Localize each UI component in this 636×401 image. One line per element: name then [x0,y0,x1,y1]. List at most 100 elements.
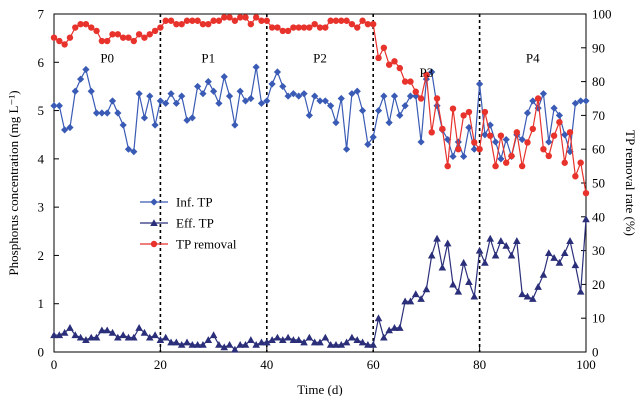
data-point [56,37,63,45]
data-point [215,17,223,24]
data-point [577,159,584,166]
data-point [225,340,234,348]
y-left-tick-label: 2 [38,248,45,263]
data-point [268,24,276,31]
data-point [130,148,138,156]
data-point [108,97,117,105]
data-point [204,78,212,86]
data-point [503,159,510,166]
data-point [55,331,64,339]
data-point [278,336,287,343]
data-point [93,27,100,35]
data-point [114,333,122,341]
series-inf-tp [50,63,590,163]
data-point [322,24,329,31]
data-point [476,80,484,88]
data-point [231,345,239,353]
data-point [486,234,495,242]
data-point [183,17,191,24]
data-point [540,146,547,153]
data-point [385,119,393,127]
data-point [50,331,58,339]
data-point [300,338,308,346]
data-point [465,278,473,286]
data-point [295,24,302,31]
data-point [124,333,133,341]
y-right-tick-label: 50 [592,176,605,191]
y-right-tick-label: 60 [592,142,605,157]
data-point [220,343,229,351]
data-point [337,94,345,103]
data-point [348,90,356,98]
data-point [209,331,218,339]
data-point [337,340,346,348]
data-point [385,326,393,334]
data-point [145,333,154,341]
data-point [443,239,452,247]
y-left-tick-label: 6 [38,55,45,70]
legend-marker [150,219,158,227]
data-point [449,152,457,161]
data-point [108,328,117,336]
data-point [172,338,181,346]
data-point [146,31,153,38]
data-point [263,97,271,105]
data-point [294,336,303,343]
data-point [582,97,590,105]
data-point [507,251,516,259]
data-point [364,20,372,28]
data-point [332,340,340,348]
data-point [396,111,404,119]
data-point [257,99,266,107]
data-point [310,338,319,346]
data-point [471,139,478,146]
data-point [576,287,585,295]
legend-marker [150,198,158,206]
series-line [54,219,587,351]
data-point [199,20,207,28]
y-right-tick-label: 70 [592,108,605,123]
data-point [369,340,377,348]
data-point [221,14,228,21]
data-point [433,95,441,102]
data-point [61,41,68,48]
data-point [401,102,409,110]
data-point [327,102,335,110]
data-point [332,17,340,24]
data-point [438,263,447,271]
data-point [354,24,361,31]
data-point [178,20,185,28]
data-point [560,249,569,257]
data-point [50,102,58,110]
data-point [156,97,164,105]
data-point [475,246,484,254]
data-point [279,27,286,35]
x-tick-label: 80 [473,357,486,372]
data-point [454,287,463,295]
legend-label: Inf. TP [176,195,213,210]
series-tp-removal [50,14,590,197]
y-right-tick-label: 90 [592,40,605,55]
data-point [348,333,356,341]
data-point [481,131,489,139]
data-point [241,97,250,105]
data-point [518,162,526,170]
data-point [550,104,558,112]
data-point [342,338,351,346]
data-point [550,132,558,139]
data-point [104,37,111,45]
data-point [162,99,170,107]
data-point [135,324,143,331]
data-point [359,17,366,24]
data-point [411,290,420,298]
data-point [518,290,526,298]
legend-marker [150,240,158,248]
data-point [550,254,558,261]
data-point [566,148,574,156]
data-point [343,145,351,153]
data-point [119,34,127,41]
data-point [151,331,159,339]
data-point [151,27,159,35]
data-point [204,336,213,343]
data-point [226,14,233,21]
